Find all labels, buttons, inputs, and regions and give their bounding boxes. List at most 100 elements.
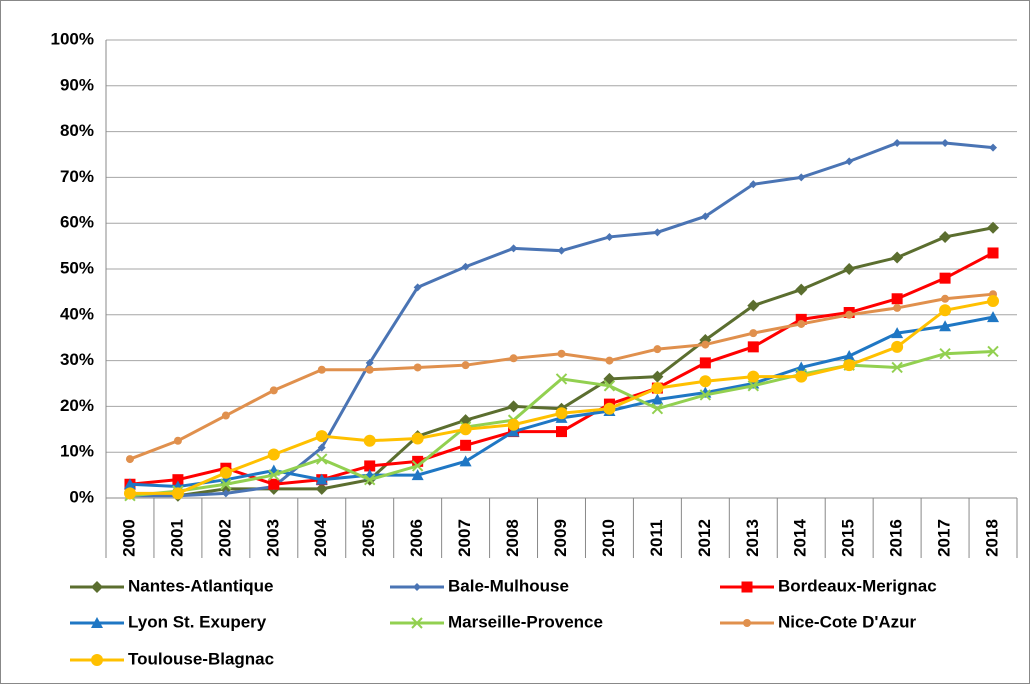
marker [459,455,472,467]
y-tick-label: 40% [60,304,94,323]
marker [795,370,808,383]
marker [507,425,520,437]
marker [699,357,711,369]
marker [173,436,182,445]
marker [269,386,278,395]
legend-label: Bordeaux-Merignac [778,576,937,595]
x-tick-label: 2002 [215,519,234,557]
marker [365,365,374,374]
marker [411,617,423,629]
marker [268,478,280,490]
marker [987,311,1000,323]
x-tick-label: 2009 [551,519,570,557]
marker [843,350,856,362]
marker [219,466,232,479]
marker [843,263,856,275]
marker [987,345,999,358]
marker [653,228,662,237]
y-tick-label: 20% [60,396,94,415]
marker [123,478,136,490]
x-tick-label: 2016 [887,519,906,557]
x-tick-label: 2012 [695,519,714,557]
legend-label: Bale-Mulhouse [448,576,569,595]
legend-label: Marseille-Provence [448,612,603,631]
marker [221,411,230,420]
marker [795,283,808,296]
x-tick-label: 2015 [839,519,858,557]
marker [315,430,328,443]
marker [891,251,904,264]
marker [989,143,998,152]
marker [747,370,760,383]
marker [317,443,326,452]
marker [893,303,902,312]
marker [365,358,374,367]
marker [845,310,854,319]
marker [125,455,134,464]
marker [939,304,952,317]
marker [747,380,759,392]
marker [460,439,472,451]
marker [411,432,424,445]
marker [315,473,328,485]
y-tick-label: 30% [60,350,94,369]
marker [317,365,326,374]
marker [987,295,1000,308]
x-tick-label: 2014 [791,519,810,557]
marker [507,418,520,431]
marker [749,329,758,338]
marker [412,455,424,467]
marker [653,345,662,354]
x-tick-label: 2003 [263,519,282,557]
marker [364,473,376,486]
marker [795,361,808,373]
marker [603,380,616,392]
marker [701,340,710,349]
x-tick-label: 2007 [455,519,474,557]
x-tick-label: 2000 [119,519,138,557]
marker [557,349,566,358]
x-tick-label: 2005 [359,519,378,557]
marker [363,434,376,447]
marker [315,482,328,495]
legend-label: Lyon St. Exupery [128,612,267,631]
marker [699,375,712,388]
marker [891,327,904,339]
marker [267,448,280,461]
marker [941,294,950,303]
y-tick-label: 90% [60,75,94,94]
marker [364,460,376,472]
marker [891,361,903,374]
marker [556,426,567,438]
marker [797,173,806,182]
marker [939,348,951,360]
marker [893,139,902,148]
legend-label: Toulouse-Blagnac [128,649,274,668]
marker [411,469,424,481]
marker [268,469,280,481]
marker [699,389,712,401]
marker [123,487,136,500]
marker [797,319,806,328]
marker [461,361,470,370]
marker [91,581,103,593]
y-tick-label: 60% [60,213,94,232]
marker [555,407,568,420]
marker [509,244,518,253]
y-tick-label: 70% [60,167,94,186]
y-tick-label: 80% [60,121,94,140]
x-tick-label: 2011 [647,520,666,557]
marker [316,453,328,465]
x-tick-label: 2001 [167,519,186,557]
marker [747,341,759,353]
marker [651,370,664,383]
marker [749,180,758,189]
marker [939,272,951,284]
marker [555,373,568,385]
marker [747,299,760,312]
marker [411,460,424,472]
marker [845,157,854,166]
marker [939,230,952,243]
marker [91,654,103,666]
